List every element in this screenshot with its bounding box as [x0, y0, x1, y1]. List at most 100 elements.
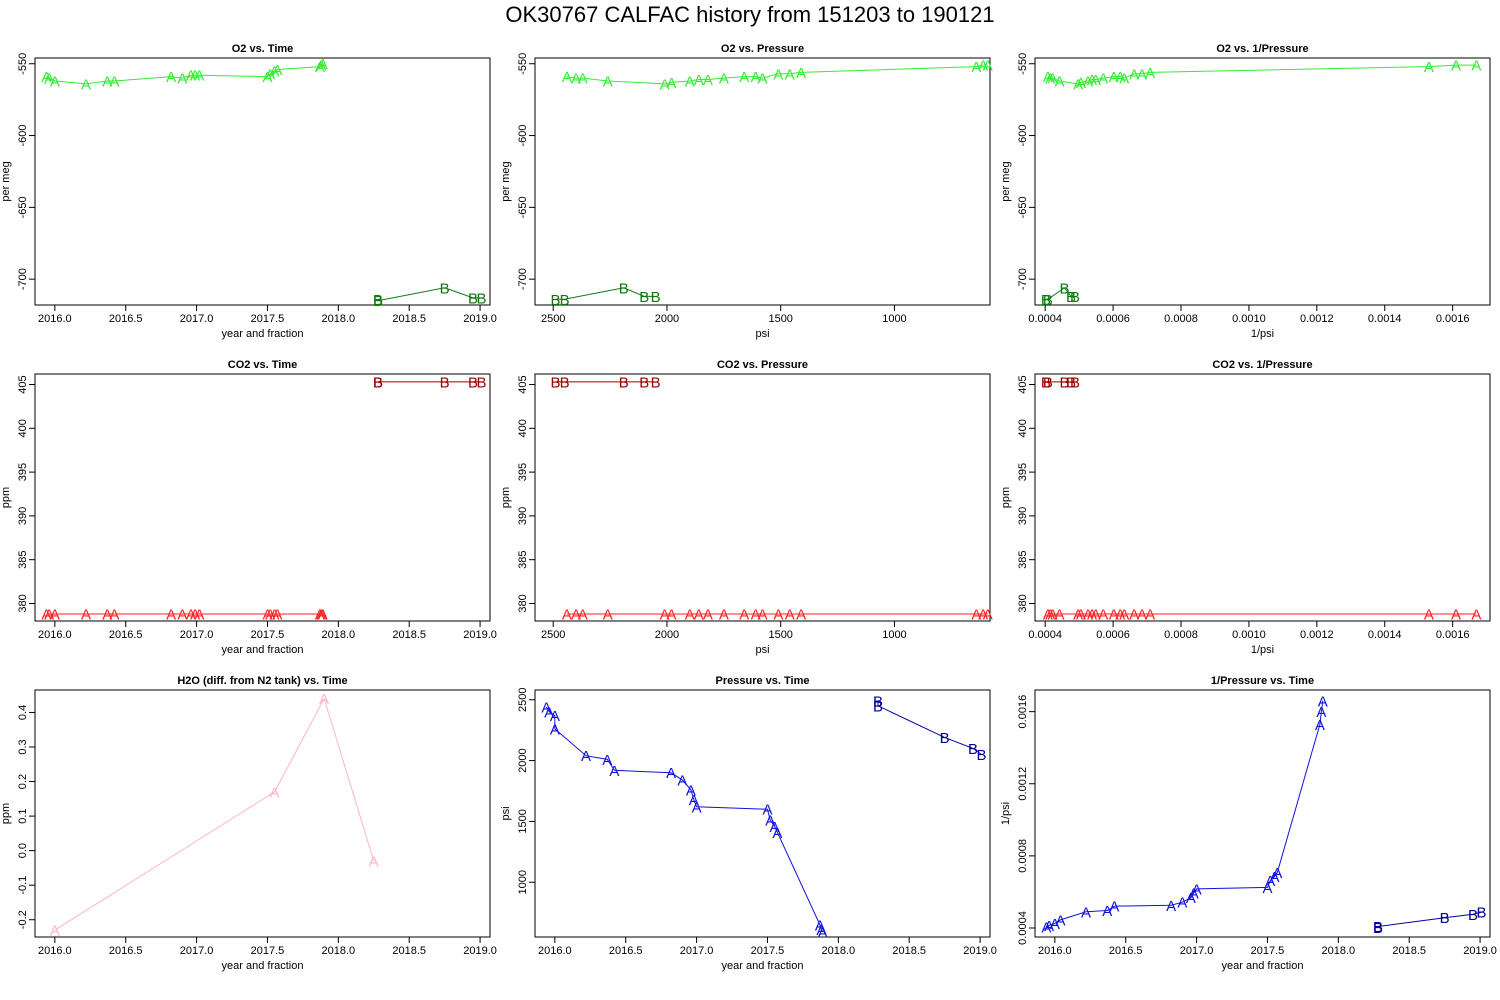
x-tick-label: 0.0004 — [1028, 629, 1062, 641]
x-tick-label: 2018.5 — [892, 945, 926, 957]
data-point-A: A — [316, 58, 326, 75]
data-point-A: A — [1119, 606, 1129, 623]
x-tick-label: 2016.5 — [109, 313, 143, 325]
data-point-B: B — [873, 698, 883, 715]
data-point-A: A — [692, 799, 702, 816]
data-point-B: B — [550, 292, 560, 309]
data-point-A: A — [983, 58, 993, 75]
data-point-A: A — [818, 925, 828, 942]
data-point-A: A — [686, 782, 696, 799]
data-point-A: A — [194, 68, 204, 85]
x-axis-label: psi — [755, 328, 769, 340]
y-tick-label: -650 — [17, 196, 29, 218]
x-tick-label: 2019.0 — [963, 945, 997, 957]
data-point-B: B — [1060, 374, 1070, 391]
x-tick-label: 2018.0 — [322, 945, 356, 957]
x-tick-label: 2019.0 — [463, 629, 497, 641]
y-tick-label: -0.2 — [17, 910, 29, 929]
y-tick-label: -700 — [1017, 268, 1029, 290]
data-point-B: B — [1373, 919, 1383, 936]
plot-frame — [34, 373, 491, 622]
x-tick-label: 0.0010 — [1232, 629, 1266, 641]
data-point-A: A — [1081, 904, 1091, 921]
data-point-B: B — [651, 374, 661, 391]
x-tick-label: 2017.5 — [251, 629, 285, 641]
data-point-B: B — [560, 374, 570, 391]
data-point-A: A — [1424, 59, 1434, 76]
x-tick-label: 0.0004 — [1028, 313, 1062, 325]
y-tick-label: 0.1 — [17, 808, 29, 823]
data-point-A: A — [369, 854, 379, 871]
y-tick-label: 380 — [1017, 594, 1029, 612]
data-point-A: A — [773, 606, 783, 623]
x-tick-label: 0.0016 — [1436, 629, 1470, 641]
data-point-A: A — [1087, 606, 1097, 623]
y-axis-label: ppm — [500, 487, 512, 508]
h2o-time-panel: H2O (diff. from N2 tank) vs. Time 2016.0 2… — [0, 675, 497, 972]
x-tick-label: 2017.0 — [680, 945, 714, 957]
x-tick-label: 2017.5 — [251, 945, 285, 957]
data-point-A: A — [1186, 890, 1196, 907]
data-point-A: A — [703, 606, 713, 623]
data-point-B: B — [1060, 280, 1070, 297]
data-point-A: A — [1102, 903, 1112, 920]
data-point-A: A — [1166, 898, 1176, 915]
data-point-A: A — [581, 748, 591, 765]
data-point-B: B — [373, 293, 383, 310]
y-tick-label: 385 — [17, 551, 29, 569]
plot-frame — [534, 57, 991, 306]
panel-title: CO2 vs. 1/Pressure — [1212, 359, 1312, 371]
data-point-A: A — [50, 923, 60, 940]
data-point-B: B — [440, 374, 450, 391]
y-tick-label: -700 — [517, 268, 529, 290]
x-tick-label: 0.0012 — [1300, 629, 1334, 641]
x-tick-label: 2000 — [655, 629, 679, 641]
y-tick-label: 405 — [1017, 375, 1029, 393]
data-point-B: B — [651, 289, 661, 306]
plot-frame — [1034, 57, 1491, 306]
data-point-A: A — [751, 606, 761, 623]
data-point-A: A — [1109, 69, 1119, 86]
data-point-A: A — [194, 606, 204, 623]
y-tick-label: 1000 — [517, 870, 529, 894]
data-point-B: B — [873, 693, 883, 710]
data-point-A: A — [541, 700, 551, 717]
series-line-A — [545, 706, 824, 933]
data-point-A: A — [1048, 71, 1058, 88]
data-point-A: A — [685, 606, 695, 623]
data-point-A: A — [190, 68, 200, 85]
data-point-B: B — [1440, 910, 1450, 927]
x-tick-label: 2019.0 — [1463, 945, 1497, 957]
data-point-A: A — [978, 58, 988, 75]
x-tick-label: 2018.0 — [322, 629, 356, 641]
data-point-A: A — [1098, 71, 1108, 88]
data-point-B: B — [1066, 289, 1076, 306]
y-tick-label: 0.3 — [17, 739, 29, 754]
data-point-A: A — [1177, 895, 1187, 912]
data-point-A: A — [1115, 69, 1125, 86]
data-point-A: A — [578, 606, 588, 623]
x-tick-label: 2018.5 — [392, 945, 426, 957]
data-point-A: A — [660, 76, 670, 93]
data-point-A: A — [1272, 865, 1282, 882]
data-point-A: A — [609, 763, 619, 780]
data-point-A: A — [757, 71, 767, 88]
y-tick-label: 380 — [17, 594, 29, 612]
data-point-A: A — [751, 69, 761, 86]
y-axis-label: ppm — [0, 803, 12, 824]
x-tick-label: 1500 — [768, 313, 792, 325]
x-tick-label: 1500 — [768, 629, 792, 641]
data-point-A: A — [1318, 693, 1328, 710]
data-point-A: A — [816, 922, 826, 939]
y-tick-label: -600 — [1017, 125, 1029, 147]
data-point-A: A — [265, 66, 275, 83]
x-tick-label: 2500 — [541, 629, 565, 641]
series-line-A — [1046, 700, 1324, 928]
data-point-A: A — [102, 73, 112, 90]
series-line-A — [46, 63, 324, 85]
x-tick-label: 2017.5 — [1251, 945, 1285, 957]
data-point-A: A — [602, 752, 612, 769]
data-point-A: A — [44, 606, 54, 623]
x-tick-label: 2016.5 — [109, 629, 143, 641]
